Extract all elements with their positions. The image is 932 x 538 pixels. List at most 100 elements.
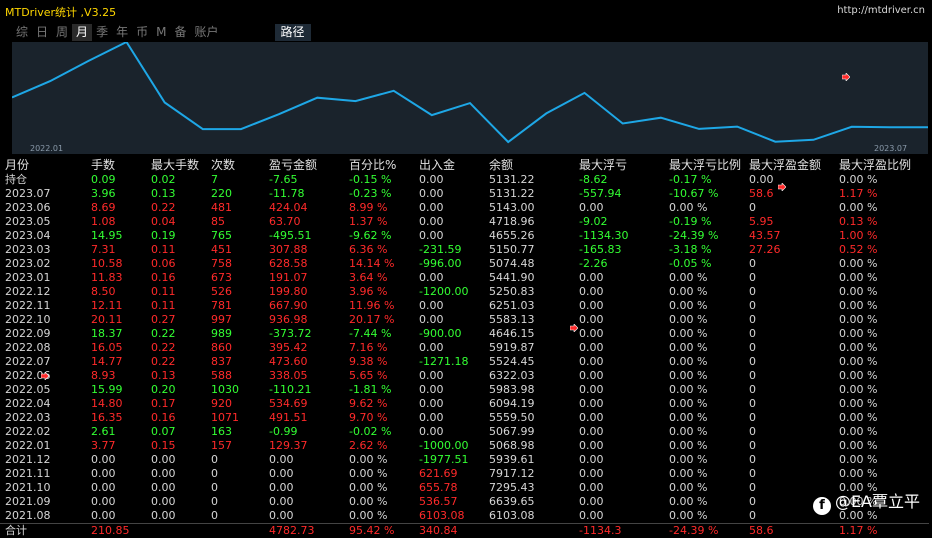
tab-monthly[interactable]: 月: [72, 24, 92, 41]
table-cell: 2023.01: [0, 271, 91, 285]
table-cell: 2023.04: [0, 229, 91, 243]
table-cell: -1200.00: [419, 285, 489, 299]
table-cell: -1271.18: [419, 355, 489, 369]
table-cell: 0.00 %: [839, 411, 929, 425]
cursor-marker-icon: [842, 73, 850, 81]
table-cell: 0.00: [419, 187, 489, 201]
total-cell: 340.84: [419, 524, 489, 538]
table-cell: -557.94: [579, 187, 669, 201]
table-cell: 2023.07: [0, 187, 91, 201]
table-cell: 3.77: [91, 439, 151, 453]
table-cell: 0: [749, 327, 839, 341]
table-cell: 781: [211, 299, 269, 313]
table-cell: 0.00: [579, 201, 669, 215]
table-cell: -1.81 %: [349, 383, 419, 397]
tab-yearly[interactable]: 年: [112, 24, 132, 41]
table-cell: 0.00: [579, 397, 669, 411]
table-cell: 526: [211, 285, 269, 299]
tab-summary[interactable]: 综: [12, 24, 32, 41]
table-cell: 0.00 %: [839, 425, 929, 439]
cursor-marker-icon: [41, 372, 49, 380]
table-cell: 0: [749, 285, 839, 299]
table-cell: 0.00: [579, 341, 669, 355]
table-cell: 2022.03: [0, 411, 91, 425]
table-cell: 0: [211, 467, 269, 481]
column-header[interactable]: 余额: [489, 157, 579, 173]
website-link[interactable]: http://mtdriver.cn: [837, 5, 925, 16]
table-cell: 6.36 %: [349, 243, 419, 257]
table-cell: 0.00 %: [839, 341, 929, 355]
column-header[interactable]: 最大浮盈比例: [839, 157, 929, 173]
table-cell: 0.00: [419, 201, 489, 215]
column-header[interactable]: 百分比%: [349, 157, 419, 173]
column-header[interactable]: 盈亏金额: [269, 157, 349, 173]
table-cell: -7.44 %: [349, 327, 419, 341]
tab-weekly[interactable]: 周: [52, 24, 72, 41]
table-cell: -10.67 %: [669, 187, 749, 201]
tab-magic[interactable]: M: [152, 24, 170, 41]
tab-path[interactable]: 路径: [275, 24, 311, 41]
tab-daily[interactable]: 日: [32, 24, 52, 41]
tab-comment[interactable]: 备: [170, 24, 190, 41]
table-cell: 0.00: [269, 467, 349, 481]
column-header[interactable]: 最大浮亏比例: [669, 157, 749, 173]
table-cell: -373.72: [269, 327, 349, 341]
table-cell: -1977.51: [419, 453, 489, 467]
column-header[interactable]: 次数: [211, 157, 269, 173]
table-cell: 0.00: [91, 453, 151, 467]
column-header[interactable]: 最大手数: [151, 157, 211, 173]
table-cell: 9.62 %: [349, 397, 419, 411]
table-cell: 0.00 %: [669, 481, 749, 495]
table-cell: 0.00 %: [839, 313, 929, 327]
table-cell: 0.00 %: [839, 369, 929, 383]
table-cell: 491.51: [269, 411, 349, 425]
table-cell: 0.09: [91, 173, 151, 187]
table-cell: 3.64 %: [349, 271, 419, 285]
table-cell: -7.65: [269, 173, 349, 187]
column-header[interactable]: 手数: [91, 157, 151, 173]
table-cell: 0.11: [151, 243, 211, 257]
table-cell: 451: [211, 243, 269, 257]
column-header[interactable]: 最大浮亏: [579, 157, 669, 173]
table-cell: 5250.83: [489, 285, 579, 299]
column-header[interactable]: 出入金: [419, 157, 489, 173]
table-cell: 0.00 %: [669, 425, 749, 439]
table-cell: 5441.90: [489, 271, 579, 285]
table-cell: 936.98: [269, 313, 349, 327]
table-cell: 0.00 %: [669, 509, 749, 524]
table-cell: 0.00: [91, 467, 151, 481]
tab-currency[interactable]: 币: [132, 24, 152, 41]
table-cell: 758: [211, 257, 269, 271]
table-cell: 2022.11: [0, 299, 91, 313]
column-header[interactable]: 月份: [0, 157, 91, 173]
tab-quarterly[interactable]: 季: [92, 24, 112, 41]
table-cell: 0.00 %: [669, 397, 749, 411]
tab-account[interactable]: 账户: [190, 24, 222, 41]
column-header[interactable]: 最大浮盈金额: [749, 157, 839, 173]
